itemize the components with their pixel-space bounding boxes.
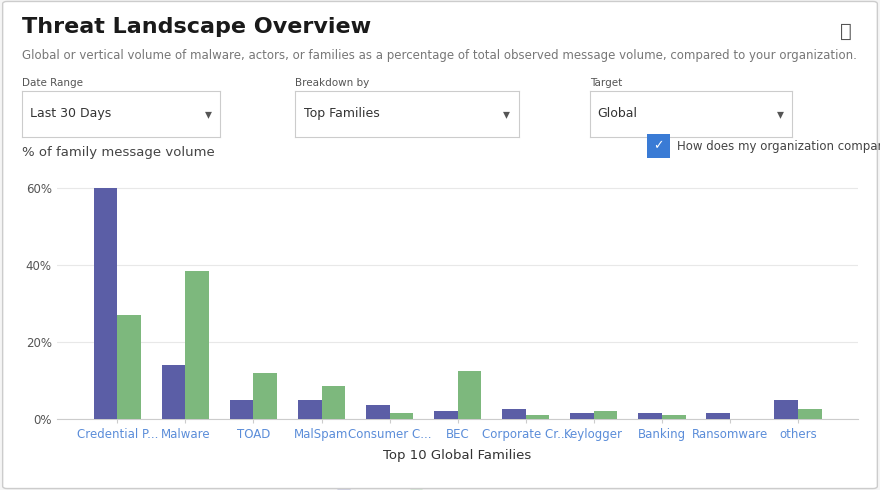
Text: Date Range: Date Range <box>22 78 83 88</box>
Bar <box>253 373 277 419</box>
Bar <box>93 188 117 419</box>
Bar <box>502 409 525 419</box>
Bar <box>162 365 186 419</box>
Bar <box>774 400 798 419</box>
Text: ▾: ▾ <box>503 107 510 121</box>
X-axis label: Top 10 Global Families: Top 10 Global Families <box>384 449 532 462</box>
Text: Last 30 Days: Last 30 Days <box>30 107 111 121</box>
Bar <box>570 413 594 419</box>
Bar <box>706 413 730 419</box>
Text: Threat Landscape Overview: Threat Landscape Overview <box>22 17 371 37</box>
Bar <box>525 415 549 419</box>
Legend: Global, University of Education: Global, University of Education <box>333 485 583 490</box>
Bar <box>117 315 141 419</box>
Bar <box>434 411 458 419</box>
Bar <box>638 413 662 419</box>
Bar <box>366 406 390 419</box>
Bar <box>662 415 686 419</box>
Bar <box>186 271 209 419</box>
Text: Top Families: Top Families <box>304 107 379 121</box>
Bar <box>321 386 345 419</box>
Bar <box>458 371 481 419</box>
Text: Global or vertical volume of malware, actors, or families as a percentage of tot: Global or vertical volume of malware, ac… <box>22 49 857 62</box>
Bar <box>297 400 321 419</box>
Text: Breakdown by: Breakdown by <box>295 78 369 88</box>
Text: ▾: ▾ <box>205 107 212 121</box>
Text: ⤓: ⤓ <box>840 22 852 41</box>
Text: ▾: ▾ <box>777 107 784 121</box>
Text: % of family message volume: % of family message volume <box>22 146 215 159</box>
Bar <box>390 413 414 419</box>
Text: Target: Target <box>590 78 622 88</box>
Text: ✓: ✓ <box>653 140 664 152</box>
Text: How does my organization compare?: How does my organization compare? <box>677 140 880 152</box>
Bar <box>594 411 618 419</box>
Bar <box>230 400 253 419</box>
Bar <box>798 409 822 419</box>
Text: Global: Global <box>598 107 638 121</box>
